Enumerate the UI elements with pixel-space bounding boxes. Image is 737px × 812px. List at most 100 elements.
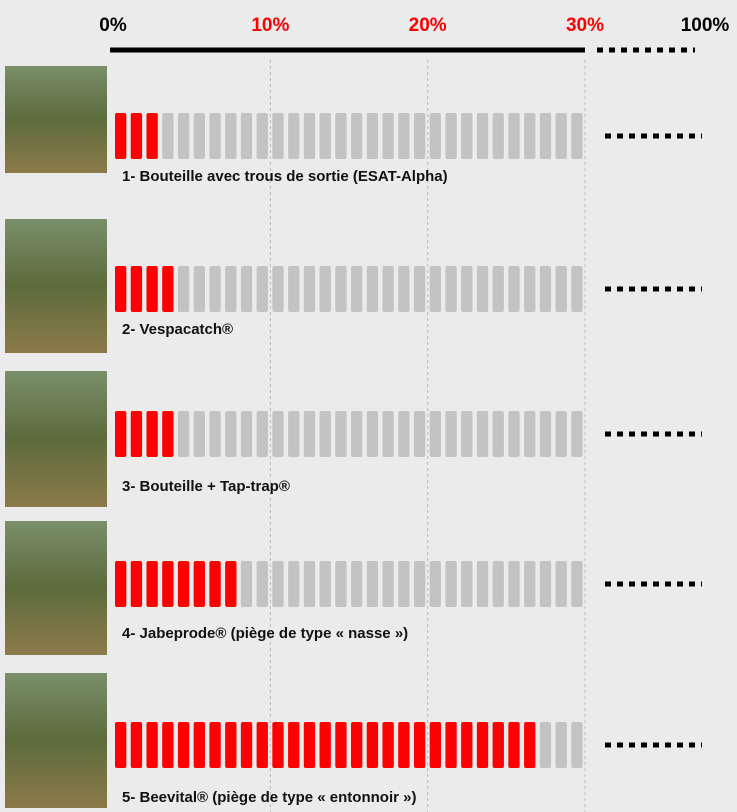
track-segment — [209, 266, 220, 312]
track-segment — [540, 113, 551, 159]
track-segment — [430, 113, 441, 159]
track-segment — [272, 113, 283, 159]
track-segment — [288, 266, 299, 312]
track-segment — [540, 561, 551, 607]
trap-photo — [5, 673, 107, 808]
track-segment — [445, 113, 456, 159]
bar-segment — [131, 113, 142, 159]
track-segment — [194, 411, 205, 457]
x-tick-label: 30% — [566, 15, 604, 36]
bar — [115, 722, 535, 768]
track-segment — [320, 561, 331, 607]
bar-segment — [146, 722, 157, 768]
bar-segment — [272, 722, 283, 768]
bar-segment — [146, 266, 157, 312]
bar-segment — [335, 722, 346, 768]
track-segment — [304, 266, 315, 312]
track-segment — [225, 266, 236, 312]
track-segment — [477, 113, 488, 159]
track-segment — [461, 113, 472, 159]
track-segment — [556, 561, 567, 607]
track-segment — [493, 113, 504, 159]
track-segment — [178, 266, 189, 312]
track-segment — [445, 266, 456, 312]
bar-segment — [477, 722, 488, 768]
track-segment — [272, 411, 283, 457]
bar-segment — [493, 722, 504, 768]
track-segment — [241, 411, 252, 457]
bar-segment — [414, 722, 425, 768]
bar-segment — [115, 113, 126, 159]
bar-segment — [382, 722, 393, 768]
category-label: 3- Bouteille + Tap-trap® — [122, 478, 290, 495]
track-segment — [288, 411, 299, 457]
track-segment — [320, 411, 331, 457]
bar-segment — [178, 561, 189, 607]
track-segment — [414, 113, 425, 159]
track-segment — [398, 113, 409, 159]
x-tick-label: 100% — [681, 15, 730, 36]
track-segment — [556, 722, 567, 768]
bar-segment — [430, 722, 441, 768]
track-segment — [382, 113, 393, 159]
bar-segment — [131, 266, 142, 312]
track-segment — [398, 561, 409, 607]
track-segment — [493, 411, 504, 457]
track-segment — [162, 113, 173, 159]
track-segment — [540, 266, 551, 312]
bar-segment — [162, 561, 173, 607]
bar-segment — [115, 722, 126, 768]
track-segment — [508, 113, 519, 159]
track-segment — [257, 411, 268, 457]
track-segment — [556, 266, 567, 312]
bar-segment — [162, 411, 173, 457]
track-segment — [288, 113, 299, 159]
bar-segment — [131, 722, 142, 768]
track-segment — [571, 722, 582, 768]
track-segment — [571, 113, 582, 159]
track-segment — [382, 561, 393, 607]
track-segment — [445, 411, 456, 457]
bar-segment — [115, 266, 126, 312]
track-segment — [556, 411, 567, 457]
track-segment — [414, 266, 425, 312]
bar-segment — [146, 411, 157, 457]
category-label: 1- Bouteille avec trous de sortie (ESAT-… — [122, 168, 448, 185]
track-segment — [524, 266, 535, 312]
track-segment — [382, 411, 393, 457]
track-segment — [461, 411, 472, 457]
track-segment — [194, 266, 205, 312]
track-segment — [382, 266, 393, 312]
category-label: 5- Beevital® (piège de type « entonnoir … — [122, 789, 416, 806]
track-segment — [209, 411, 220, 457]
bar-segment — [131, 411, 142, 457]
bar-segment — [508, 722, 519, 768]
track-segment — [540, 722, 551, 768]
track-segment — [178, 411, 189, 457]
track-segment — [241, 266, 252, 312]
track-segment — [398, 266, 409, 312]
track-segment — [304, 411, 315, 457]
track-segment — [304, 561, 315, 607]
track-segment — [524, 561, 535, 607]
track-segment — [571, 561, 582, 607]
bar-segment — [445, 722, 456, 768]
track-segment — [257, 266, 268, 312]
x-tick-label: 0% — [99, 15, 127, 36]
bar-segment — [288, 722, 299, 768]
track-segment — [477, 411, 488, 457]
track-segment — [540, 411, 551, 457]
trap-photo — [5, 219, 107, 353]
track-segment — [304, 113, 315, 159]
track-segment — [493, 561, 504, 607]
track-segment — [351, 113, 362, 159]
track-segment — [430, 266, 441, 312]
track-segment — [477, 266, 488, 312]
trap-photo — [5, 66, 107, 173]
bar-segment — [194, 722, 205, 768]
track-segment — [571, 411, 582, 457]
bar-segment — [225, 561, 236, 607]
chart: 0%10%20%30%100%1- Bouteille avec trous d… — [0, 0, 737, 812]
track-segment — [508, 411, 519, 457]
bar-segment — [115, 411, 126, 457]
